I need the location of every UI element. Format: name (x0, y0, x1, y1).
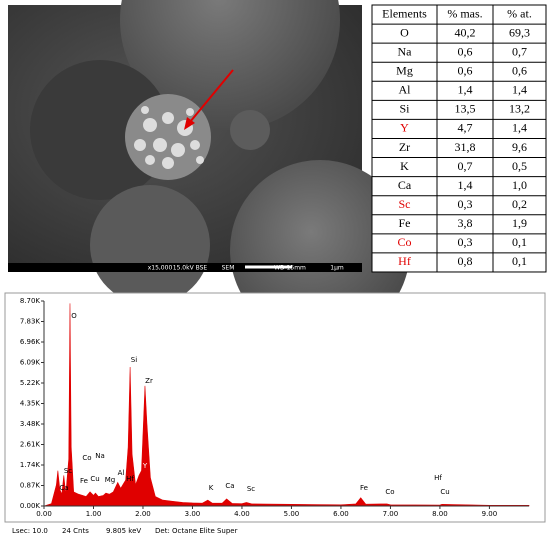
footer-text: 24 Cnts (62, 527, 89, 535)
table-cell: 0,3 (458, 197, 473, 211)
table-cell: 0,7 (458, 159, 473, 173)
sem-scale: 1µm (330, 265, 344, 272)
table-cell: 0,3 (458, 235, 473, 249)
sem-image (8, 0, 410, 340)
table-cell: 1,4 (458, 83, 473, 97)
table-cell: 1,9 (512, 216, 527, 230)
peak-label: Co (385, 488, 394, 496)
y-tick-label: 5.22K (20, 379, 41, 387)
spectrum-area (43, 303, 530, 507)
peak-label: Sc (64, 467, 72, 475)
peak-label: Ca (225, 482, 234, 490)
y-tick-label: 6.96K (20, 338, 41, 346)
peak-label: Hf (126, 475, 134, 483)
x-tick-label: 8.00 (432, 510, 448, 518)
table-cell: O (400, 25, 409, 39)
spectrum-frame (4, 292, 546, 523)
y-tick-label: 4.35K (20, 400, 41, 408)
peak-label: Si (131, 356, 137, 364)
peak-label: Hf (434, 474, 442, 482)
peak-label: Ca (59, 484, 68, 492)
peak-label: Mg (105, 476, 115, 484)
x-tick-label: 9.00 (482, 510, 498, 518)
table-header: % mas. (447, 6, 482, 20)
peak-label: Zr (145, 377, 153, 385)
y-tick-label: 2.61K (20, 441, 41, 449)
y-tick-label: 0.87K (20, 482, 41, 490)
footer-text: 9.805 keV (106, 527, 141, 535)
table-cell: K (400, 159, 409, 173)
table-cell: 0,6 (512, 63, 527, 77)
table-cell: 1,4 (512, 121, 527, 135)
table-cell: 1,0 (512, 178, 527, 192)
footer-text: Lsec: 10.0 (12, 527, 48, 535)
table-cell: 31,8 (455, 140, 476, 154)
peak-label: O (71, 312, 77, 320)
table-cell: Hf (398, 254, 411, 268)
table-cell: Al (399, 83, 412, 97)
y-tick-label: 3.48K (20, 420, 41, 428)
x-tick-label: 0.00 (36, 510, 52, 518)
table-cell: Sc (399, 197, 411, 211)
table-cell: Mg (396, 63, 413, 77)
x-tick-label: 3.00 (185, 510, 201, 518)
table-cell: Zr (399, 140, 410, 154)
table-cell: Y (400, 121, 409, 135)
peak-label: Al (118, 469, 125, 477)
table-header: % at. (507, 6, 532, 20)
peak-label: Cu (440, 488, 449, 496)
table-cell: 0,6 (458, 44, 473, 58)
table-cell: 0,5 (512, 159, 527, 173)
table-cell: 9,6 (512, 140, 527, 154)
table-cell: 0,1 (512, 235, 527, 249)
table-cell: Fe (399, 216, 411, 230)
sem-label: SEM (222, 265, 235, 272)
y-tick-label: 8.70K (20, 297, 41, 305)
table-cell: 0,1 (512, 254, 527, 268)
x-tick-label: 7.00 (383, 510, 399, 518)
table-header: Elements (382, 6, 427, 20)
table-cell: Co (397, 235, 411, 249)
sem-label: 15.0kV BSE (173, 265, 208, 272)
x-tick-label: 1.00 (86, 510, 102, 518)
table-cell: 40,2 (455, 25, 476, 39)
table-cell: 4,7 (458, 121, 473, 135)
table-cell: 0,8 (458, 254, 473, 268)
peak-label: K (209, 484, 214, 492)
table-cell: 13,2 (509, 102, 530, 116)
peak-label: Y (142, 462, 148, 470)
table-cell: 69,3 (509, 25, 530, 39)
peak-label: Fe (360, 484, 368, 492)
x-tick-label: 2.00 (135, 510, 151, 518)
table-cell: 0,7 (512, 44, 527, 58)
peak-label: Co (82, 454, 91, 462)
table-cell: 0,2 (512, 197, 527, 211)
y-tick-label: 7.83K (20, 318, 41, 326)
table-cell: 1,4 (512, 83, 527, 97)
footer-text: Det: Octane Elite Super (155, 527, 238, 535)
peak-label: Na (95, 452, 105, 460)
table-cell: Ca (398, 178, 412, 192)
table-cell: 1,4 (458, 178, 473, 192)
y-tick-label: 1.74K (20, 461, 41, 469)
x-tick-label: 4.00 (234, 510, 250, 518)
table-cell: 3,8 (458, 216, 473, 230)
peak-label: Cu (90, 475, 99, 483)
table-cell: Si (399, 102, 410, 116)
table-cell: 0,6 (458, 63, 473, 77)
peak-label: Sc (247, 485, 255, 493)
x-tick-label: 6.00 (333, 510, 349, 518)
y-tick-label: 6.09K (20, 359, 41, 367)
sem-label: WD 15mm (274, 265, 306, 272)
x-tick-label: 5.00 (284, 510, 300, 518)
table-cell: Na (398, 44, 413, 58)
peak-label: Fe (80, 477, 88, 485)
sem-label: x15,000 (148, 265, 173, 272)
y-tick-label: 0.00K (20, 502, 41, 510)
table-cell: 13,5 (455, 102, 476, 116)
